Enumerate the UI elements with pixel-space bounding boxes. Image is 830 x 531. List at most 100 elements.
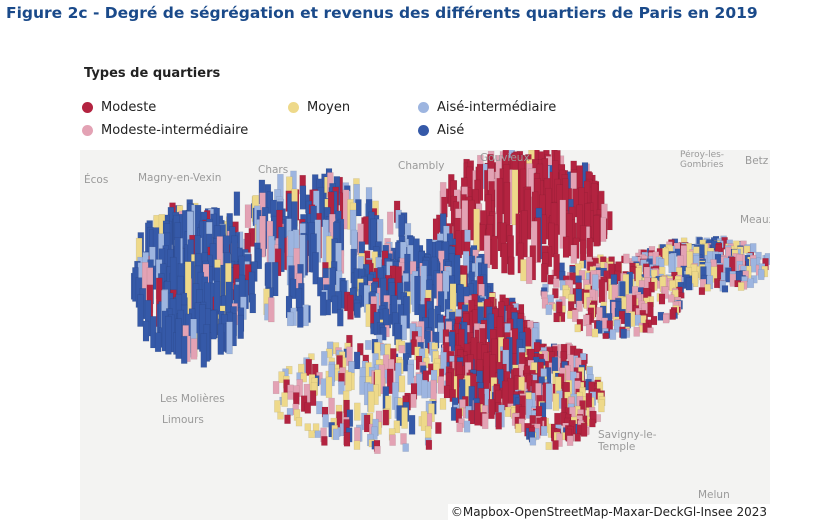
map-bar: [286, 311, 294, 327]
map-bar: [347, 294, 354, 320]
map-bar: [609, 329, 617, 340]
map-bar: [525, 256, 533, 285]
map-bar: [210, 310, 217, 340]
map-bar: [217, 323, 225, 355]
map-bar: [483, 352, 490, 392]
legend-label: Aisé-intermédiaire: [437, 100, 557, 115]
place-label: Les Molières: [160, 393, 225, 405]
map-bar: [662, 247, 669, 266]
map-bar: [553, 312, 560, 323]
map-bar: [332, 428, 340, 441]
map-bar: [545, 304, 553, 316]
map-bar: [483, 235, 491, 269]
map-bar: [455, 230, 463, 259]
map-bar: [559, 199, 567, 249]
map-bar: [393, 420, 401, 434]
map-bar: [439, 398, 447, 410]
legend-label: Moyen: [307, 100, 351, 115]
map-bar: [410, 393, 417, 408]
map-bar: [402, 443, 409, 452]
map-bar: [481, 413, 489, 430]
map-bar: [338, 381, 345, 395]
map-bar: [165, 315, 172, 355]
map-bars: [130, 150, 770, 454]
legend-label: Modeste: [101, 100, 157, 115]
map-bar: [704, 283, 711, 292]
map-credit: ©Mapbox-OpenStreetMap-Maxar-DeckGl-Insee…: [447, 504, 770, 520]
map-bar: [570, 244, 578, 264]
modeste-intermediaire-swatch-icon: [82, 125, 93, 136]
place-label: Gouvieux: [480, 152, 530, 164]
map-bar: [562, 236, 570, 258]
map-bar: [270, 199, 277, 218]
map-bar: [658, 293, 666, 305]
legend-item-moyen: Moyen: [288, 100, 350, 115]
map-bar: [552, 393, 560, 411]
map-bar: [354, 402, 361, 421]
legend-title: Types de quartiers: [84, 66, 221, 81]
map-3d[interactable]: Écos Magny-en-Vexin Chars Chambly Gouvie…: [80, 150, 770, 520]
map-bar: [578, 270, 586, 281]
map-bar: [576, 300, 583, 312]
map-bar: [281, 392, 288, 407]
map-bar: [613, 319, 621, 333]
map-bar: [309, 390, 317, 406]
map-bar: [556, 433, 563, 447]
map-bar: [274, 400, 281, 413]
map-bar: [200, 333, 208, 368]
map-bar: [308, 430, 315, 439]
map-bar: [316, 401, 323, 415]
map-bar: [365, 340, 372, 350]
map-bar: [729, 273, 737, 287]
map-bar: [321, 351, 328, 366]
map-bar: [521, 210, 528, 258]
map-bar: [456, 423, 463, 433]
legend-item-aise: Aisé: [418, 123, 464, 138]
map-bar: [304, 423, 312, 431]
map-bar: [237, 314, 244, 339]
map-bar: [598, 279, 606, 303]
map-bar: [271, 261, 279, 297]
place-label: Betz: [745, 155, 769, 167]
map-bar: [647, 301, 654, 318]
map-bar: [435, 422, 442, 434]
map-bar: [545, 442, 553, 450]
map-bar: [421, 379, 428, 399]
map-bar: [668, 253, 675, 274]
map-bar: [401, 407, 408, 429]
place-label: Meaux: [740, 214, 770, 226]
map-bar: [255, 248, 263, 270]
map-bar: [300, 372, 307, 383]
map-bar: [545, 383, 553, 410]
map-bar: [408, 414, 416, 435]
map-bar: [648, 281, 655, 293]
place-label: Limours: [162, 414, 204, 426]
map-bar: [591, 328, 599, 338]
map-bar: [425, 439, 433, 450]
map-bar: [312, 252, 319, 285]
map-bar: [244, 204, 252, 228]
map-bar: [647, 327, 654, 334]
map-bar: [571, 309, 579, 323]
map-bar: [635, 267, 642, 287]
map-bar: [295, 417, 303, 427]
map-bar: [473, 208, 480, 252]
modeste-swatch-icon: [82, 102, 93, 113]
figure-title: Figure 2c - Degré de ségrégation et reve…: [6, 4, 758, 22]
map-bar: [337, 308, 344, 327]
map-bar: [354, 302, 361, 318]
map-bar: [398, 214, 405, 237]
map-bar: [443, 385, 451, 399]
map-bar: [389, 434, 396, 446]
map-bar: [737, 282, 745, 291]
map-bar: [437, 291, 445, 313]
map-bar: [552, 288, 559, 299]
legend-item-aise-intermediaire: Aisé-intermédiaire: [418, 100, 556, 115]
map-bar: [547, 274, 554, 285]
legend-label: Modeste-intermédiaire: [101, 123, 249, 138]
map-bar: [624, 312, 631, 329]
map-bar: [710, 266, 718, 283]
map-bar: [593, 215, 600, 247]
map-bar: [407, 364, 414, 385]
map-bar: [175, 318, 182, 359]
